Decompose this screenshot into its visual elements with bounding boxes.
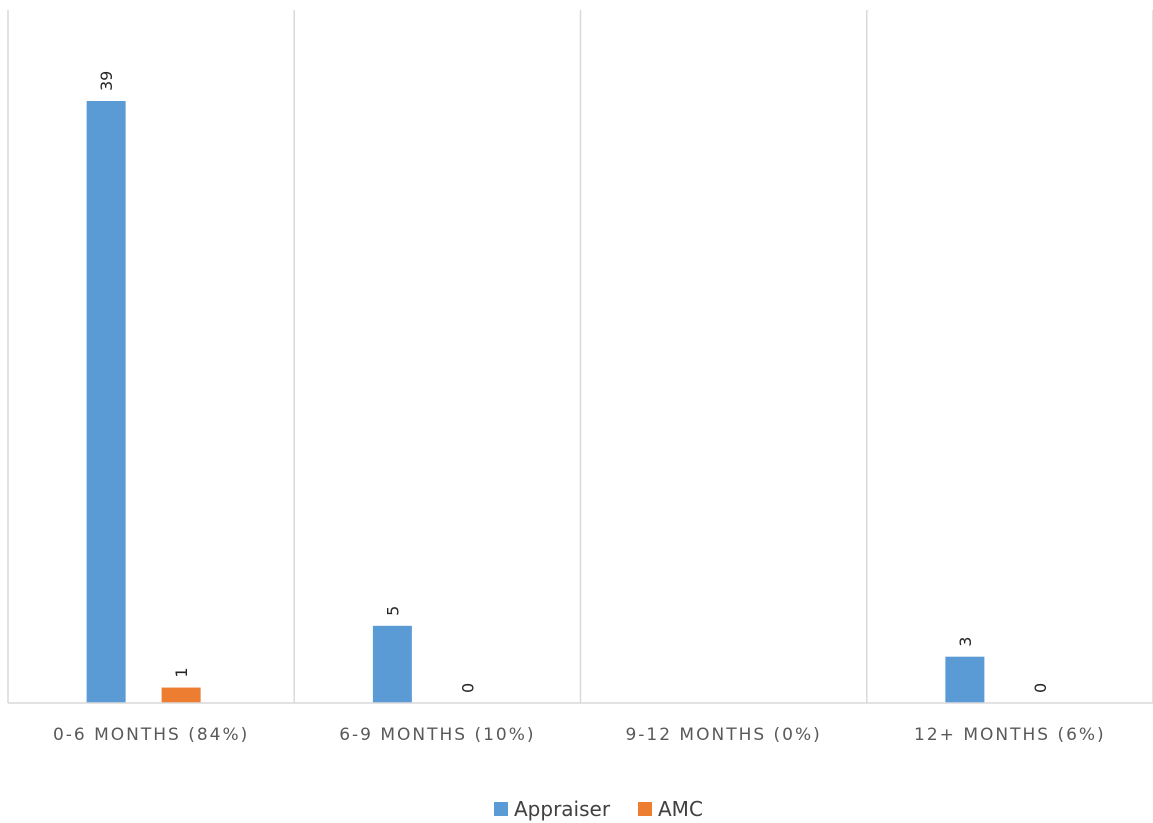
x-tick-label: 6-9 MONTHS (10%) [339,725,535,745]
legend-swatch-appraiser [494,802,508,816]
data-label-appraiser-3: 3 [956,637,975,647]
x-tick-label: 12+ MONTHS (6%) [914,725,1106,745]
bars [86,101,985,703]
x-tick-label: 0-6 MONTHS (84%) [53,725,249,745]
bar-appraiser-0 [86,101,126,703]
bar-amc-0 [161,687,201,703]
legend-label-appraiser: Appraiser [514,797,611,821]
legend-label-amc: AMC [658,797,703,821]
data-label-amc-0: 1 [172,667,191,677]
data-label-amc-3: 0 [1031,683,1050,693]
bar-appraiser-3 [945,656,985,703]
legend-swatch-amc [638,802,652,816]
x-tick-label: 9-12 MONTHS (0%) [625,725,821,745]
category-labels: 0-6 MONTHS (84%) 6-9 MONTHS (10%) 9-12 MON… [53,725,1106,745]
legend: Appraiser AMC [494,797,703,821]
value-labels: 39 1 5 0 3 0 [97,71,1050,693]
data-label-appraiser-1: 5 [383,606,402,616]
data-label-appraiser-0: 39 [97,71,116,91]
gridlines [7,10,1153,703]
data-label-amc-1: 0 [458,683,477,693]
bar-appraiser-1 [372,625,412,703]
